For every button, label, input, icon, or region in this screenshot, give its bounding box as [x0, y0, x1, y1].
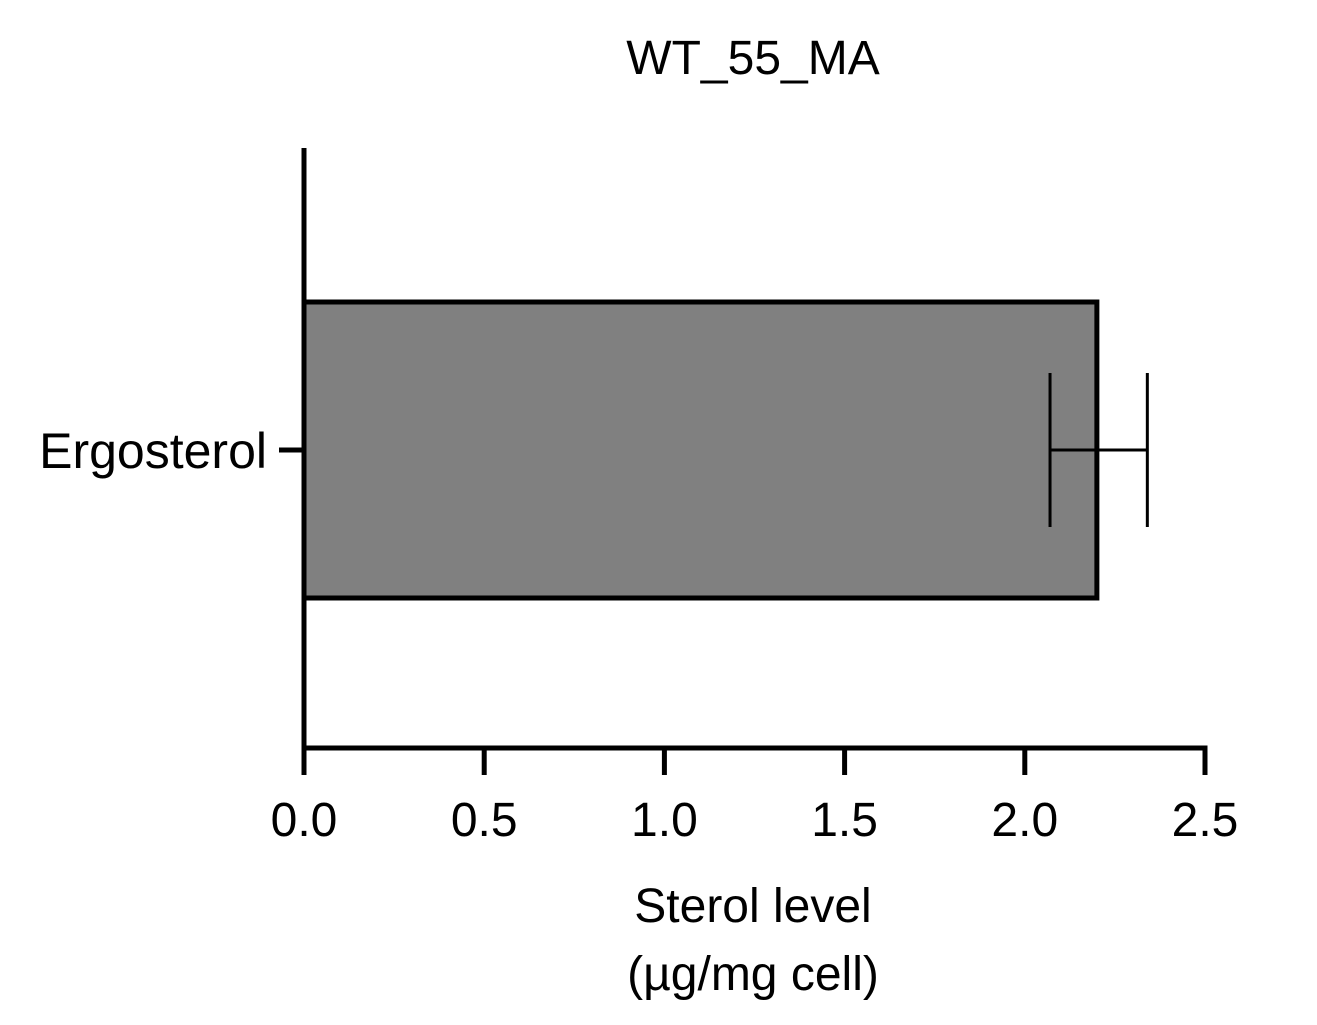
plot-area: [301, 299, 1149, 601]
x-tick-label: 1.0: [631, 794, 698, 847]
y-axis-categories: Ergosterol: [39, 423, 304, 479]
x-tick-label: 2.5: [1172, 794, 1239, 847]
x-tick-label: 1.5: [811, 794, 878, 847]
x-axis-ticks: 0.0 0.5 1.0 1.5 2.0 2.5: [271, 748, 1239, 847]
x-axis-title: Sterol level: [634, 880, 871, 933]
y-category-label: Ergosterol: [39, 423, 267, 479]
bar: [301, 299, 1100, 601]
chart-title: WT_55_MA: [626, 32, 879, 85]
x-tick-label: 2.0: [991, 794, 1058, 847]
x-tick-label: 0.5: [451, 794, 518, 847]
x-tick-label: 0.0: [271, 794, 338, 847]
x-axis-unit: (µg/mg cell): [627, 948, 879, 1001]
